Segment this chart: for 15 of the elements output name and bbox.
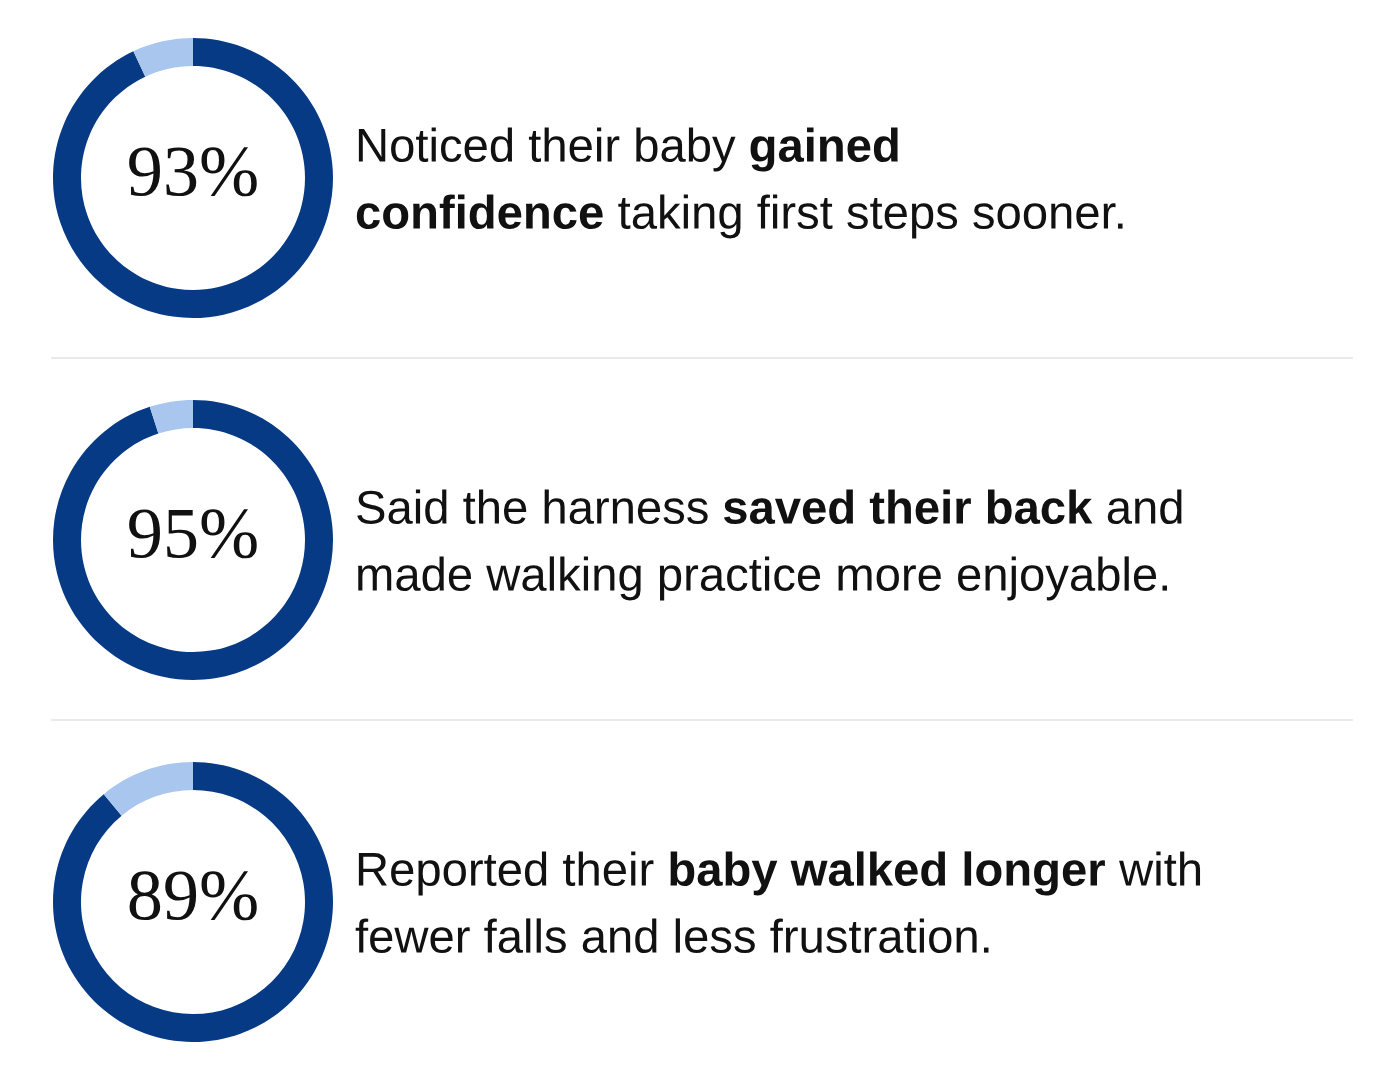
data-label: 89%	[129, 871, 257, 921]
text: baby walked longer	[670, 851, 1105, 896]
text: taking first steps sooner.	[618, 194, 1123, 239]
text: Reported their	[358, 851, 654, 896]
text: Noticed their baby	[358, 127, 736, 172]
data-label: 93%	[129, 147, 257, 197]
donut-slice	[103, 762, 193, 816]
text: Said the harness	[357, 489, 708, 525]
donut-slice	[53, 38, 333, 318]
donut-slice	[53, 762, 333, 1042]
text: saved their back	[723, 489, 1093, 525]
donut-slice	[133, 38, 193, 77]
donut-slice	[53, 400, 333, 680]
data-label: 95%	[129, 509, 257, 559]
donut-slice	[149, 400, 193, 434]
